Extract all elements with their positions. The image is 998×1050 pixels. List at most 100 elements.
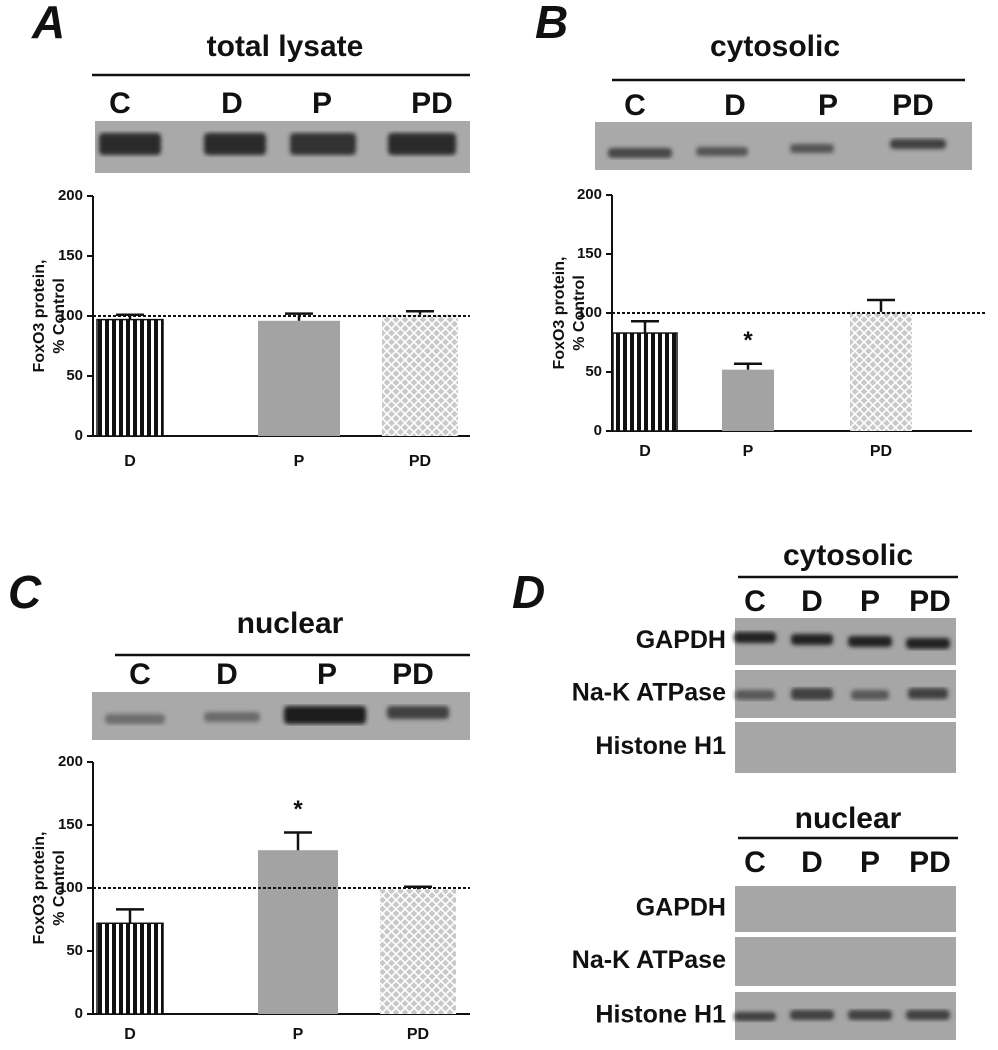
significance-mark: * — [743, 327, 753, 354]
y-tick-label: 50 — [66, 942, 83, 959]
x-tick-label: P — [294, 453, 305, 470]
lane-label: D — [221, 87, 243, 120]
error-bar — [116, 908, 144, 924]
lane-label: P — [317, 658, 337, 691]
lane-label: P — [312, 87, 332, 120]
lane-label: PD — [909, 585, 951, 618]
error-bar — [734, 362, 762, 370]
error-bar — [867, 298, 895, 312]
row-label: Histone H1 — [595, 1001, 726, 1029]
bar — [96, 318, 164, 437]
lane-label: PD — [909, 846, 951, 879]
error-bar — [406, 309, 434, 315]
x-tick-label: P — [743, 443, 754, 460]
lane-label: PD — [411, 87, 453, 120]
y-tick-label: 100 — [58, 307, 83, 324]
blot-title: total lysate — [207, 30, 364, 63]
y-axis-label: FoxO3 protein, — [31, 832, 48, 945]
x-tick-label: D — [124, 453, 136, 470]
panel-letter: B — [535, 0, 568, 48]
y-tick-label: 100 — [58, 879, 83, 896]
row-label: GAPDH — [636, 894, 726, 922]
error-bar — [285, 312, 313, 321]
x-tick-label: PD — [870, 443, 892, 460]
y-tick-label: 0 — [75, 1005, 83, 1022]
y-axis-label: FoxO3 protein, — [31, 260, 48, 373]
blot-band — [290, 133, 356, 155]
lane-label: D — [216, 658, 238, 691]
lane-label: PD — [392, 658, 434, 691]
blot-band — [387, 706, 449, 719]
y-axis-label: % Control — [571, 275, 588, 351]
blot-band — [735, 690, 775, 700]
blot — [735, 722, 956, 773]
blot-bands — [734, 632, 950, 649]
blot-band — [790, 144, 834, 153]
blot-band — [790, 1010, 834, 1020]
blot-band — [696, 147, 748, 156]
x-tick-label: PD — [407, 1026, 429, 1043]
blot-band — [99, 133, 161, 155]
blot-title: cytosolic — [783, 539, 913, 572]
y-tick-label: 200 — [58, 187, 83, 204]
bar — [258, 850, 338, 1014]
lane-label: P — [818, 89, 838, 122]
blot-bands — [735, 688, 948, 700]
lane-label: C — [109, 87, 131, 120]
blot-title: nuclear — [237, 607, 344, 640]
lane-label: P — [860, 846, 880, 879]
x-tick-label: D — [124, 1026, 136, 1043]
blot-band — [851, 690, 889, 700]
lane-label: D — [801, 846, 823, 879]
blot-band — [284, 706, 366, 724]
lane-label: C — [744, 585, 766, 618]
y-tick-label: 100 — [577, 304, 602, 321]
bar — [612, 332, 678, 432]
blot — [735, 937, 956, 986]
blot-band — [105, 714, 165, 724]
blot-title: nuclear — [795, 802, 902, 835]
lane-label: D — [724, 89, 746, 122]
y-tick-label: 50 — [66, 367, 83, 384]
blot-band — [906, 638, 950, 649]
y-tick-label: 0 — [594, 422, 602, 439]
panel-letter: D — [512, 566, 545, 618]
lane-label: C — [129, 658, 151, 691]
x-tick-label: D — [639, 443, 651, 460]
blot-bands — [99, 133, 456, 155]
lane-label: C — [624, 89, 646, 122]
blot-bands — [105, 706, 449, 724]
blot-band — [734, 632, 776, 643]
bar — [382, 314, 458, 436]
row-label: Histone H1 — [595, 732, 726, 760]
blot-band — [908, 688, 948, 699]
blot-band — [890, 139, 946, 149]
y-tick-label: 150 — [577, 245, 602, 262]
blot-band — [204, 133, 266, 155]
error-bar — [284, 831, 312, 851]
panel-letter: C — [8, 566, 42, 618]
blot-band — [791, 634, 833, 645]
x-tick-label: PD — [409, 453, 431, 470]
blot — [735, 886, 956, 932]
blot-band — [791, 688, 833, 700]
lane-label: D — [801, 585, 823, 618]
panel-letter: A — [31, 0, 65, 48]
row-label: Na-K ATPase — [572, 679, 726, 707]
y-tick-label: 150 — [58, 247, 83, 264]
bar — [722, 369, 774, 431]
blot-band — [608, 148, 672, 158]
y-tick-label: 200 — [58, 753, 83, 770]
y-tick-label: 50 — [585, 363, 602, 380]
row-label: GAPDH — [636, 626, 726, 654]
y-axis-label: FoxO3 protein, — [551, 257, 568, 370]
blot-band — [388, 133, 456, 155]
y-tick-label: 200 — [577, 186, 602, 203]
y-axis-label: % Control — [51, 278, 68, 354]
blot-band — [848, 636, 892, 647]
bar — [850, 311, 912, 431]
blot-band — [204, 712, 260, 722]
blot-bands — [734, 1010, 950, 1021]
row-label: Na-K ATPase — [572, 946, 726, 974]
